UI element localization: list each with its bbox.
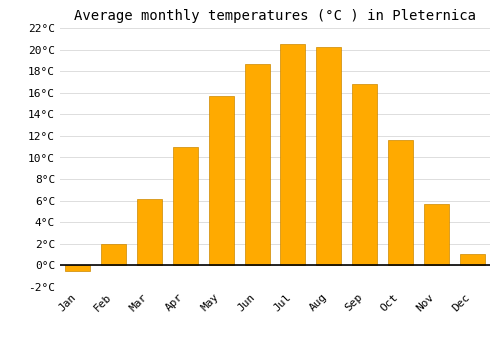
Bar [352, 84, 377, 265]
Bar [101, 244, 126, 265]
Bar [137, 198, 162, 265]
Bar [316, 48, 342, 265]
Bar [208, 96, 234, 265]
Bar [244, 64, 270, 265]
Bar [66, 265, 90, 271]
Bar [460, 253, 484, 265]
Bar [424, 204, 449, 265]
Bar [280, 44, 305, 265]
Bar [173, 147, 198, 265]
Title: Average monthly temperatures (°C ) in Pleternica: Average monthly temperatures (°C ) in Pl… [74, 9, 476, 23]
Bar [388, 140, 413, 265]
